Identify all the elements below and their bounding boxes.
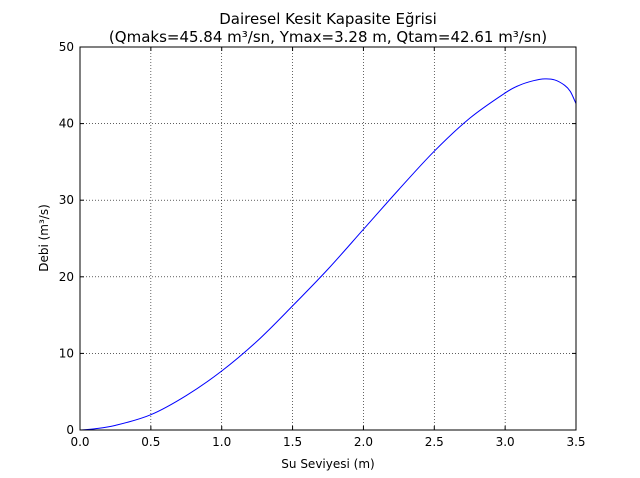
axis-ticks: 0.0 0.5 1.0 1.5 2.0 2.5 3.0 3.5 0 10 20 30 40 50 [59, 40, 586, 449]
grid [79, 46, 577, 431]
y-axis-label: Debi (m³/s) [37, 204, 51, 272]
x-tick-label: 0.5 [141, 435, 160, 449]
capacity-curve-line [79, 78, 577, 431]
x-tick-label: 3.5 [566, 435, 585, 449]
x-tick-label: 0.0 [70, 435, 89, 449]
y-tick-label: 30 [59, 193, 74, 207]
x-tick-label: 2.5 [425, 435, 444, 449]
y-tick-label: 10 [59, 346, 74, 360]
y-tick-label: 20 [59, 270, 74, 284]
data-line-layer [79, 78, 577, 431]
chart-title: Dairesel Kesit Kapasite Eğrisi [219, 10, 437, 28]
plot-area-frame [79, 46, 577, 431]
x-tick-label: 3.0 [496, 435, 515, 449]
x-axis-label: Su Seviyesi (m) [281, 457, 374, 471]
x-tick-label: 2.0 [354, 435, 373, 449]
y-tick-label: 50 [59, 40, 74, 54]
x-tick-label: 1.0 [212, 435, 231, 449]
x-tick-label: 1.5 [283, 435, 302, 449]
y-tick-label: 40 [59, 117, 74, 131]
chart-subtitle: (Qmaks=45.84 m³/sn, Ymax=3.28 m, Qtam=42… [109, 28, 547, 46]
y-tick-label: 0 [66, 423, 74, 437]
